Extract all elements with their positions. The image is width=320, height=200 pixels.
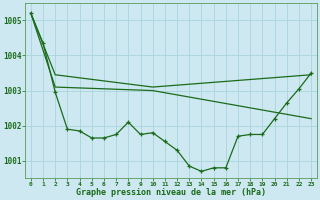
X-axis label: Graphe pression niveau de la mer (hPa): Graphe pression niveau de la mer (hPa) xyxy=(76,188,266,197)
